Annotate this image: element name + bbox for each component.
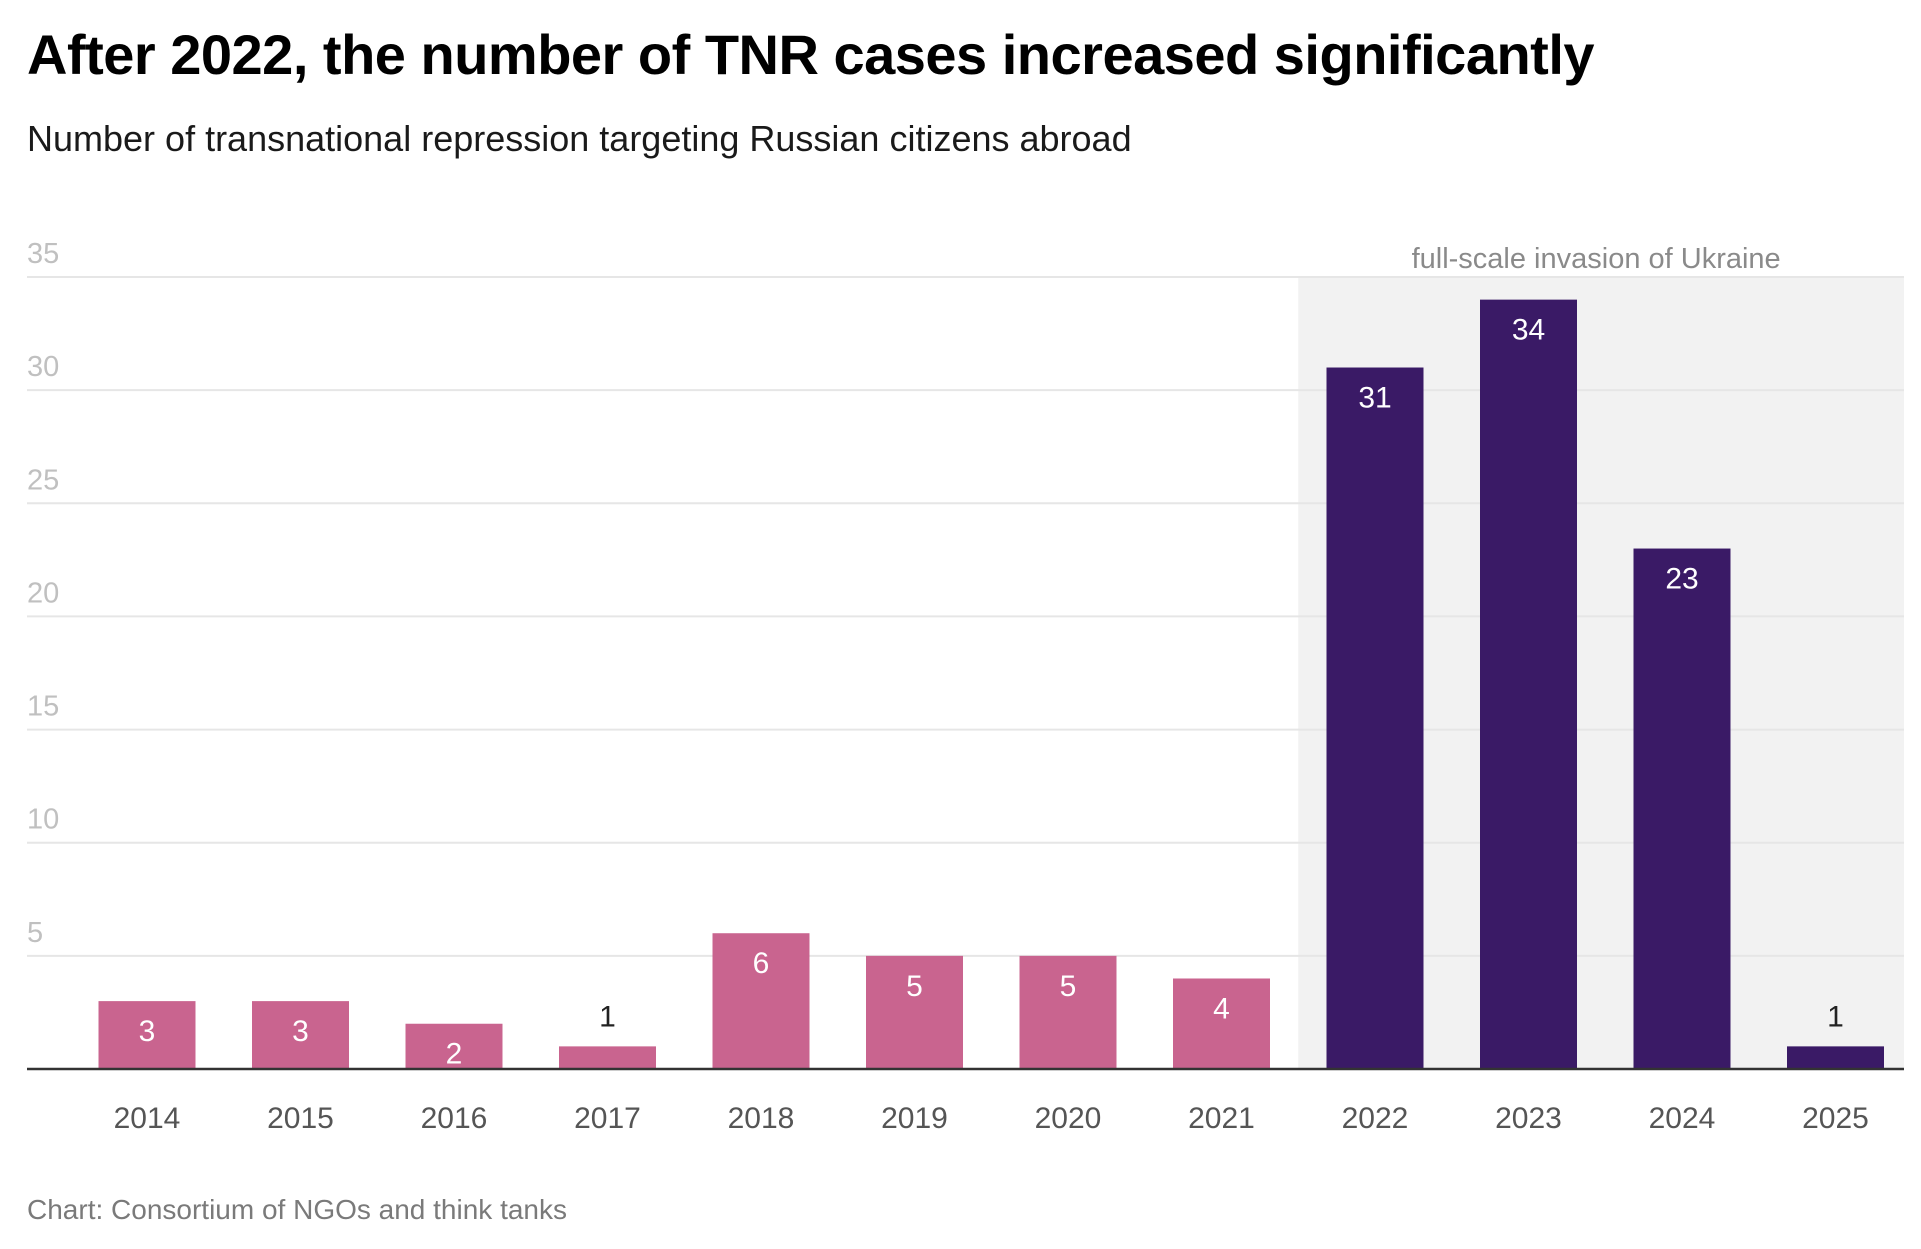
x-tick-label: 2019 bbox=[881, 1102, 948, 1135]
x-tick-label: 2024 bbox=[1649, 1102, 1716, 1135]
data-label: 5 bbox=[1060, 970, 1077, 1003]
x-tick-label: 2023 bbox=[1495, 1102, 1562, 1135]
data-label: 3 bbox=[292, 1015, 309, 1048]
data-label: 1 bbox=[599, 1000, 616, 1033]
y-tick-label: 35 bbox=[27, 238, 59, 270]
y-tick-label: 20 bbox=[27, 577, 59, 609]
bar bbox=[405, 1023, 503, 1069]
bar bbox=[1326, 367, 1424, 1069]
bar bbox=[1480, 299, 1577, 1070]
data-label: 4 bbox=[1213, 992, 1230, 1025]
y-tick-label: 5 bbox=[27, 917, 43, 949]
highlight-annotation: full-scale invasion of Ukraine bbox=[1412, 243, 1781, 275]
data-label: 6 bbox=[753, 947, 770, 980]
x-tick-label: 2017 bbox=[574, 1102, 641, 1135]
data-label: 2 bbox=[446, 1038, 463, 1071]
y-tick-label: 10 bbox=[27, 804, 59, 836]
x-tick-label: 2022 bbox=[1342, 1102, 1409, 1135]
chart-subtitle: Number of transnational repression targe… bbox=[27, 118, 1132, 159]
x-tick-label: 2015 bbox=[267, 1102, 334, 1135]
bar bbox=[98, 1001, 196, 1069]
data-label: 3 bbox=[139, 1015, 156, 1048]
x-tick-label: 2016 bbox=[421, 1102, 488, 1135]
x-tick-label: 2021 bbox=[1188, 1102, 1255, 1135]
y-tick-label: 25 bbox=[27, 464, 59, 496]
bar bbox=[712, 933, 810, 1069]
bar bbox=[559, 1046, 656, 1069]
chart-title: After 2022, the number of TNR cases incr… bbox=[27, 23, 1595, 86]
data-label: 31 bbox=[1358, 382, 1391, 415]
bar bbox=[252, 1001, 349, 1069]
bar bbox=[866, 955, 963, 1069]
y-tick-label: 30 bbox=[27, 351, 59, 383]
bar bbox=[1019, 955, 1117, 1069]
x-tick-label: 2020 bbox=[1035, 1102, 1102, 1135]
y-tick-label: 15 bbox=[27, 691, 59, 723]
bar bbox=[1787, 1046, 1884, 1069]
chart-source: Chart: Consortium of NGOs and think tank… bbox=[27, 1194, 567, 1225]
x-tick-label: 2014 bbox=[114, 1102, 181, 1135]
x-tick-label: 2025 bbox=[1802, 1102, 1869, 1135]
data-label: 1 bbox=[1827, 1000, 1844, 1033]
data-label: 5 bbox=[906, 970, 923, 1003]
data-label: 34 bbox=[1512, 314, 1545, 347]
bar bbox=[1173, 978, 1270, 1069]
data-label: 23 bbox=[1665, 563, 1698, 596]
x-tick-label: 2018 bbox=[728, 1102, 795, 1135]
bar bbox=[1633, 548, 1731, 1069]
